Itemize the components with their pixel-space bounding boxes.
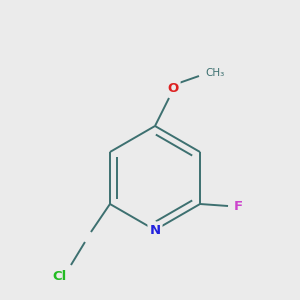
Text: N: N	[149, 224, 161, 236]
Text: F: F	[233, 200, 243, 212]
Text: O: O	[167, 82, 178, 94]
Text: Cl: Cl	[53, 271, 67, 284]
Text: CH₃: CH₃	[205, 68, 224, 78]
